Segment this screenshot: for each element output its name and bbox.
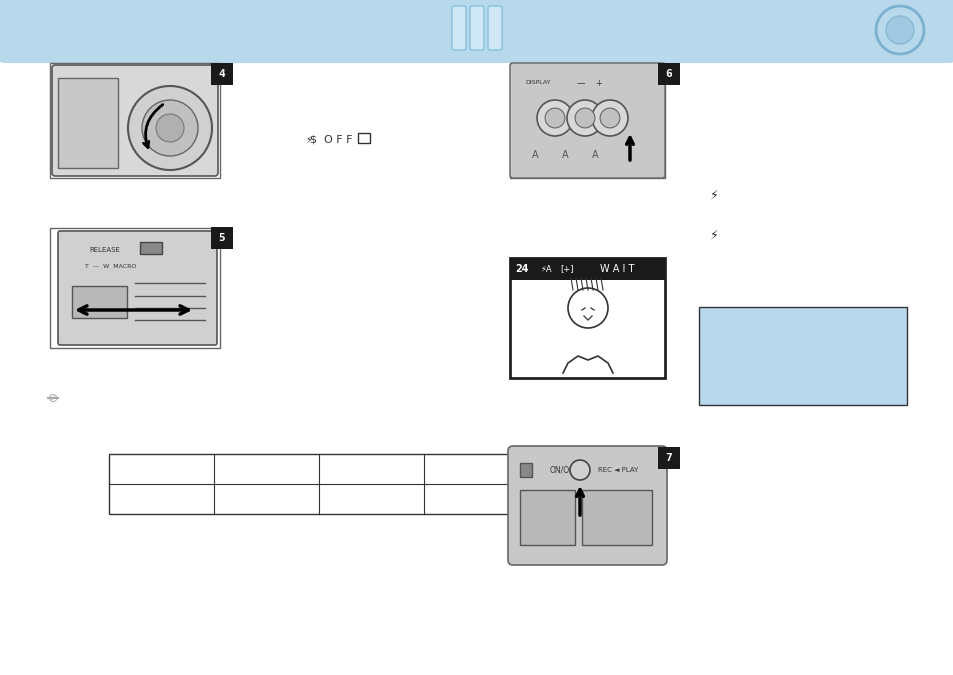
Text: ON/OFF: ON/OFF — [550, 466, 578, 475]
Bar — [510, 448, 664, 563]
Text: RELEASE: RELEASE — [90, 247, 120, 253]
FancyBboxPatch shape — [452, 6, 465, 50]
Circle shape — [566, 100, 602, 136]
FancyBboxPatch shape — [470, 6, 483, 50]
Bar — [357, 133, 370, 143]
Bar — [71, 286, 127, 318]
Bar — [510, 63, 664, 178]
Text: 5: 5 — [218, 233, 225, 243]
Text: A: A — [591, 150, 598, 160]
Text: ⚡A: ⚡A — [539, 265, 551, 273]
Circle shape — [537, 100, 573, 136]
Text: 4: 4 — [218, 69, 225, 79]
Text: ⊘: ⊘ — [48, 392, 58, 404]
Circle shape — [599, 108, 619, 128]
Bar — [140, 242, 162, 254]
Circle shape — [592, 100, 627, 136]
Text: 6: 6 — [665, 69, 672, 79]
Text: 24: 24 — [515, 264, 528, 274]
Text: ⚡: ⚡ — [305, 135, 312, 145]
Text: ⚡: ⚡ — [709, 229, 718, 242]
Bar — [658, 63, 679, 85]
Circle shape — [142, 100, 198, 156]
Bar — [211, 227, 233, 249]
Bar — [510, 258, 664, 378]
Bar — [658, 447, 679, 469]
Circle shape — [885, 16, 913, 44]
Text: W A I T: W A I T — [599, 264, 634, 274]
Bar — [50, 228, 220, 348]
Bar — [581, 490, 651, 545]
Circle shape — [567, 288, 607, 328]
Circle shape — [128, 86, 212, 170]
Bar — [211, 63, 233, 85]
FancyBboxPatch shape — [52, 65, 218, 176]
Text: REC ◄ PLAY: REC ◄ PLAY — [598, 467, 638, 473]
Bar — [510, 258, 664, 280]
Bar — [50, 63, 220, 178]
FancyBboxPatch shape — [488, 6, 501, 50]
Bar — [519, 490, 575, 545]
Text: —    +: — + — [577, 78, 602, 88]
Text: 7: 7 — [665, 453, 672, 463]
Text: DISPLAY: DISPLAY — [525, 80, 550, 86]
Circle shape — [875, 6, 923, 54]
FancyBboxPatch shape — [0, 0, 953, 63]
FancyBboxPatch shape — [58, 231, 216, 345]
Text: A: A — [561, 150, 568, 160]
Text: [+]: [+] — [559, 265, 573, 273]
Circle shape — [569, 460, 589, 480]
Text: $  O F F: $ O F F — [310, 135, 352, 145]
Text: T  —  W  MACRO: T — W MACRO — [85, 263, 136, 269]
FancyBboxPatch shape — [507, 446, 666, 565]
Bar — [58, 78, 118, 168]
Circle shape — [544, 108, 564, 128]
Bar — [519, 463, 532, 477]
FancyBboxPatch shape — [510, 63, 664, 178]
Bar — [699, 307, 906, 405]
Circle shape — [575, 108, 595, 128]
Bar — [109, 454, 528, 514]
Text: A: A — [531, 150, 537, 160]
Circle shape — [156, 114, 184, 142]
Text: ⚡: ⚡ — [709, 188, 718, 202]
